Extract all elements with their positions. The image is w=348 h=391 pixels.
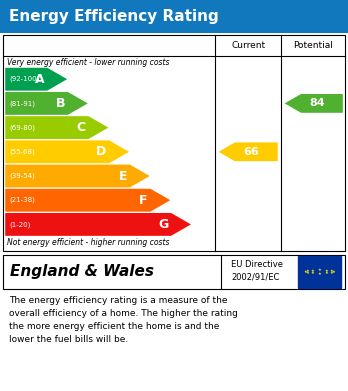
Polygon shape (5, 165, 150, 187)
Text: ★: ★ (330, 271, 333, 275)
Polygon shape (219, 142, 278, 161)
Text: (1-20): (1-20) (9, 221, 31, 228)
Text: ★: ★ (310, 269, 314, 273)
Text: England & Wales: England & Wales (10, 264, 155, 279)
Text: C: C (77, 121, 86, 134)
Text: ★: ★ (324, 271, 328, 275)
Text: ★: ★ (310, 271, 314, 275)
Bar (298, 256, 341, 288)
Text: (39-54): (39-54) (9, 173, 35, 179)
Text: ★: ★ (317, 271, 321, 276)
Text: ★: ★ (317, 269, 321, 273)
Text: A: A (35, 73, 45, 86)
Polygon shape (285, 94, 343, 113)
Text: 66: 66 (244, 147, 259, 157)
Text: (55-68): (55-68) (9, 149, 35, 155)
Polygon shape (5, 92, 88, 115)
Text: ★: ★ (303, 270, 307, 274)
Text: (81-91): (81-91) (9, 100, 35, 107)
Text: 84: 84 (309, 99, 325, 108)
Text: Energy Efficiency Rating: Energy Efficiency Rating (9, 9, 219, 24)
Text: ★: ★ (330, 269, 333, 273)
Text: Current: Current (231, 41, 265, 50)
Text: Not energy efficient - higher running costs: Not energy efficient - higher running co… (7, 238, 169, 247)
Text: Very energy efficient - lower running costs: Very energy efficient - lower running co… (7, 58, 169, 67)
Text: (69-80): (69-80) (9, 124, 35, 131)
Polygon shape (5, 140, 129, 163)
Text: ★: ★ (331, 270, 335, 274)
Text: Potential: Potential (293, 41, 333, 50)
Text: ★: ★ (305, 269, 309, 273)
Text: B: B (56, 97, 65, 110)
Text: EU Directive
2002/91/EC: EU Directive 2002/91/EC (231, 260, 283, 282)
Polygon shape (5, 213, 191, 236)
Text: F: F (139, 194, 148, 207)
Text: The energy efficiency rating is a measure of the
overall efficiency of a home. T: The energy efficiency rating is a measur… (9, 296, 238, 344)
Text: ★: ★ (324, 269, 328, 273)
Text: ★: ★ (305, 271, 309, 275)
Text: D: D (96, 145, 106, 158)
Text: (92-100): (92-100) (9, 76, 40, 83)
Polygon shape (5, 116, 109, 139)
Text: G: G (158, 218, 168, 231)
Polygon shape (5, 189, 170, 212)
Text: E: E (118, 170, 127, 183)
Polygon shape (5, 68, 67, 91)
Text: (21-38): (21-38) (9, 197, 35, 203)
